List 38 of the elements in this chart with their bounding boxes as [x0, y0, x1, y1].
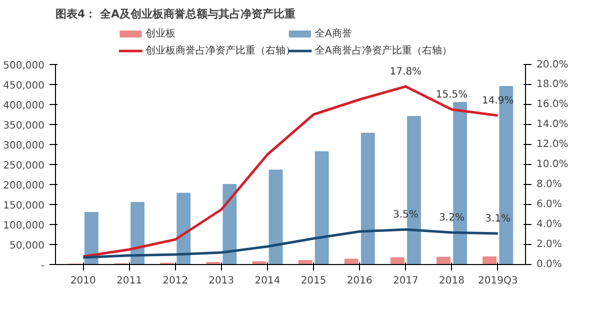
legend-label: 创业板	[146, 28, 176, 40]
y-tick-label: 500,000	[3, 60, 45, 72]
data-label: 17.8%	[390, 66, 422, 78]
y2-tick-label: 2.0%	[536, 239, 562, 250]
x-tick-label: 2017	[392, 276, 418, 286]
y2-tick-label: 14.0%	[536, 119, 568, 130]
y-tick-label: -	[40, 260, 45, 272]
y2-tick-label: 0.0%	[536, 259, 562, 270]
y-tick-label: 450,000	[3, 80, 45, 92]
x-tick-label: 2011	[116, 276, 142, 286]
y2-tick-label: 16.0%	[536, 99, 568, 110]
legend-label: 全A商誉占净资产比重（右轴）	[314, 44, 452, 56]
data-label: 15.5%	[436, 90, 468, 100]
y2-tick-label: 8.0%	[536, 179, 562, 190]
x-tick-label: 2014	[254, 276, 280, 286]
y-tick-label: 400,000	[3, 100, 45, 112]
y2-tick-label: 6.0%	[536, 199, 562, 210]
x-tick-label: 2019Q3	[478, 276, 518, 286]
y-tick-label: 350,000	[3, 120, 45, 132]
y-tick-label: 250,000	[3, 160, 45, 172]
y2-tick-label: 10.0%	[536, 159, 568, 170]
legend-label: 全A商誉	[314, 28, 352, 40]
y-tick-label: 150,000	[3, 200, 45, 212]
y2-tick-label: 12.0%	[536, 139, 568, 150]
x-tick-label: 2013	[208, 276, 234, 286]
x-tick-label: 2010	[70, 276, 96, 286]
y-tick-label: 200,000	[3, 180, 45, 192]
x-tick-label: 2015	[300, 276, 326, 286]
y-tick-label: 50,000	[10, 240, 45, 252]
x-tick-label: 2012	[162, 276, 188, 286]
chart-title: 图表4： 全A及创业板商誉总额与其占净资产比重	[56, 8, 296, 20]
y2-tick-label: 4.0%	[536, 219, 562, 230]
y-tick-label: 100,000	[3, 220, 45, 232]
y2-tick-label: 20.0%	[536, 60, 568, 70]
y-tick-label: 300,000	[3, 140, 45, 152]
y2-tick-label: 18.0%	[536, 79, 568, 90]
x-tick-label: 2016	[346, 276, 372, 286]
x-tick-label: 2018	[439, 276, 465, 286]
